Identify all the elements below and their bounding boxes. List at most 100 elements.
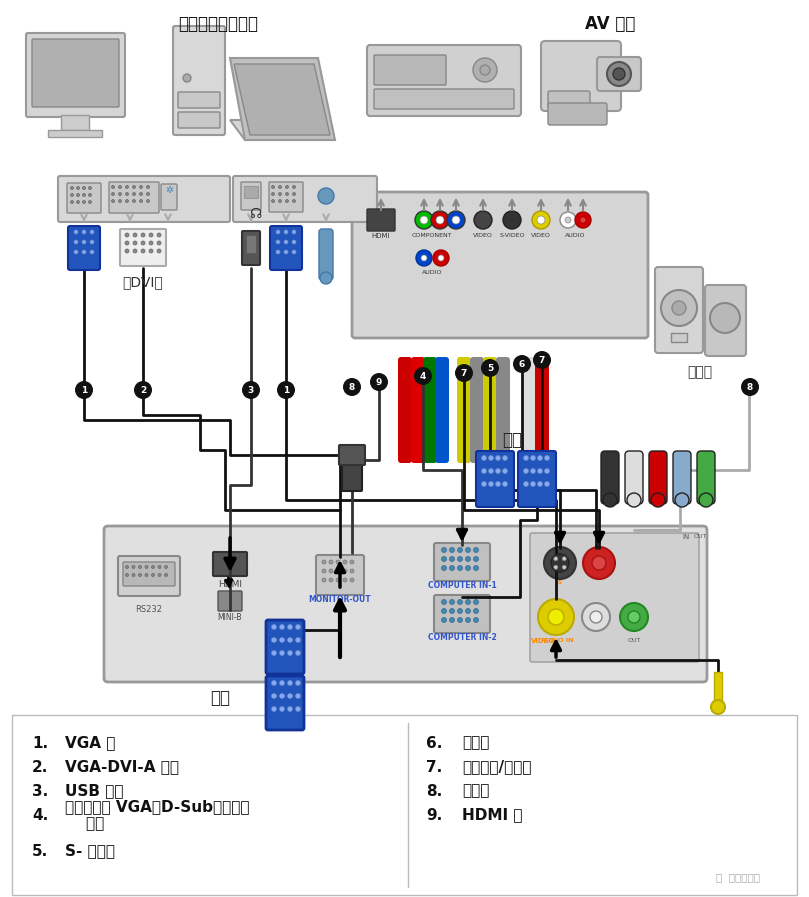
Circle shape bbox=[272, 681, 277, 685]
Text: 5: 5 bbox=[487, 363, 493, 372]
Circle shape bbox=[544, 456, 549, 460]
Circle shape bbox=[502, 456, 507, 460]
Text: MONITOR-OUT: MONITOR-OUT bbox=[309, 595, 371, 604]
Circle shape bbox=[537, 216, 545, 224]
Circle shape bbox=[481, 468, 486, 474]
Circle shape bbox=[284, 240, 288, 244]
Circle shape bbox=[272, 650, 277, 656]
Circle shape bbox=[286, 186, 289, 188]
Bar bbox=[12, 715, 797, 895]
Circle shape bbox=[370, 373, 388, 391]
Circle shape bbox=[438, 255, 444, 261]
Circle shape bbox=[523, 456, 528, 460]
Circle shape bbox=[473, 556, 478, 562]
Circle shape bbox=[421, 255, 427, 261]
Circle shape bbox=[553, 557, 557, 561]
Circle shape bbox=[322, 560, 326, 564]
Text: AUDIO: AUDIO bbox=[421, 270, 443, 275]
Text: COMPONENT: COMPONENT bbox=[412, 233, 452, 238]
Text: 6.: 6. bbox=[426, 736, 443, 751]
Circle shape bbox=[538, 599, 574, 635]
Circle shape bbox=[287, 624, 293, 630]
Circle shape bbox=[132, 565, 135, 569]
Text: 或者: 或者 bbox=[502, 431, 522, 449]
Text: 7.: 7. bbox=[426, 760, 443, 774]
FancyBboxPatch shape bbox=[548, 91, 590, 107]
FancyBboxPatch shape bbox=[178, 92, 220, 108]
Circle shape bbox=[278, 199, 282, 203]
FancyBboxPatch shape bbox=[269, 182, 303, 212]
Circle shape bbox=[88, 187, 91, 189]
Circle shape bbox=[661, 290, 697, 326]
Circle shape bbox=[295, 707, 300, 711]
Text: 值  什么值得买: 值 什么值得买 bbox=[716, 872, 760, 882]
Text: 3: 3 bbox=[248, 386, 254, 395]
Circle shape bbox=[292, 240, 296, 244]
Circle shape bbox=[465, 556, 471, 562]
Bar bbox=[48, 130, 102, 137]
FancyBboxPatch shape bbox=[233, 176, 377, 222]
Circle shape bbox=[431, 211, 449, 229]
Circle shape bbox=[553, 565, 557, 570]
Circle shape bbox=[628, 611, 640, 623]
Circle shape bbox=[502, 482, 507, 486]
Circle shape bbox=[157, 249, 161, 253]
Text: S-VIDEO: S-VIDEO bbox=[499, 233, 525, 238]
Circle shape bbox=[458, 599, 463, 605]
Text: 音频线: 音频线 bbox=[462, 783, 489, 798]
Circle shape bbox=[139, 199, 142, 203]
Circle shape bbox=[575, 212, 591, 228]
Text: COMPUTER IN-1: COMPUTER IN-1 bbox=[428, 581, 497, 590]
Circle shape bbox=[414, 367, 432, 385]
FancyBboxPatch shape bbox=[476, 451, 514, 507]
Circle shape bbox=[279, 693, 285, 699]
FancyBboxPatch shape bbox=[483, 357, 497, 463]
Circle shape bbox=[607, 62, 631, 86]
Circle shape bbox=[420, 216, 428, 224]
Circle shape bbox=[544, 482, 549, 486]
Circle shape bbox=[133, 186, 135, 188]
Circle shape bbox=[157, 241, 161, 245]
Circle shape bbox=[473, 599, 478, 605]
Circle shape bbox=[672, 301, 686, 315]
Circle shape bbox=[279, 707, 285, 711]
Text: S- 视频线: S- 视频线 bbox=[65, 843, 115, 858]
Circle shape bbox=[146, 186, 150, 188]
Circle shape bbox=[145, 573, 148, 577]
Circle shape bbox=[132, 573, 135, 577]
FancyBboxPatch shape bbox=[398, 357, 412, 463]
Circle shape bbox=[450, 556, 455, 562]
Circle shape bbox=[125, 249, 129, 253]
FancyBboxPatch shape bbox=[435, 357, 449, 463]
FancyBboxPatch shape bbox=[457, 357, 471, 463]
Text: S: S bbox=[558, 580, 562, 585]
Circle shape bbox=[489, 456, 493, 460]
Circle shape bbox=[82, 230, 86, 234]
Circle shape bbox=[531, 482, 536, 486]
FancyBboxPatch shape bbox=[411, 357, 425, 463]
Circle shape bbox=[295, 650, 300, 656]
Circle shape bbox=[133, 249, 137, 253]
Text: 3.: 3. bbox=[32, 783, 49, 798]
Circle shape bbox=[272, 186, 274, 188]
FancyBboxPatch shape bbox=[339, 445, 365, 465]
Circle shape bbox=[112, 199, 115, 203]
Circle shape bbox=[465, 547, 471, 553]
Circle shape bbox=[537, 456, 543, 460]
Circle shape bbox=[295, 638, 300, 642]
Circle shape bbox=[158, 573, 161, 577]
FancyBboxPatch shape bbox=[367, 209, 395, 231]
Circle shape bbox=[452, 216, 460, 224]
Circle shape bbox=[465, 617, 471, 623]
Polygon shape bbox=[230, 58, 335, 140]
Circle shape bbox=[70, 194, 74, 196]
Circle shape bbox=[276, 230, 280, 234]
Circle shape bbox=[133, 199, 135, 203]
Circle shape bbox=[433, 250, 449, 266]
Circle shape bbox=[90, 250, 94, 254]
Circle shape bbox=[83, 201, 86, 204]
FancyBboxPatch shape bbox=[530, 533, 699, 662]
Circle shape bbox=[138, 573, 142, 577]
Circle shape bbox=[141, 249, 145, 253]
Circle shape bbox=[329, 578, 333, 582]
